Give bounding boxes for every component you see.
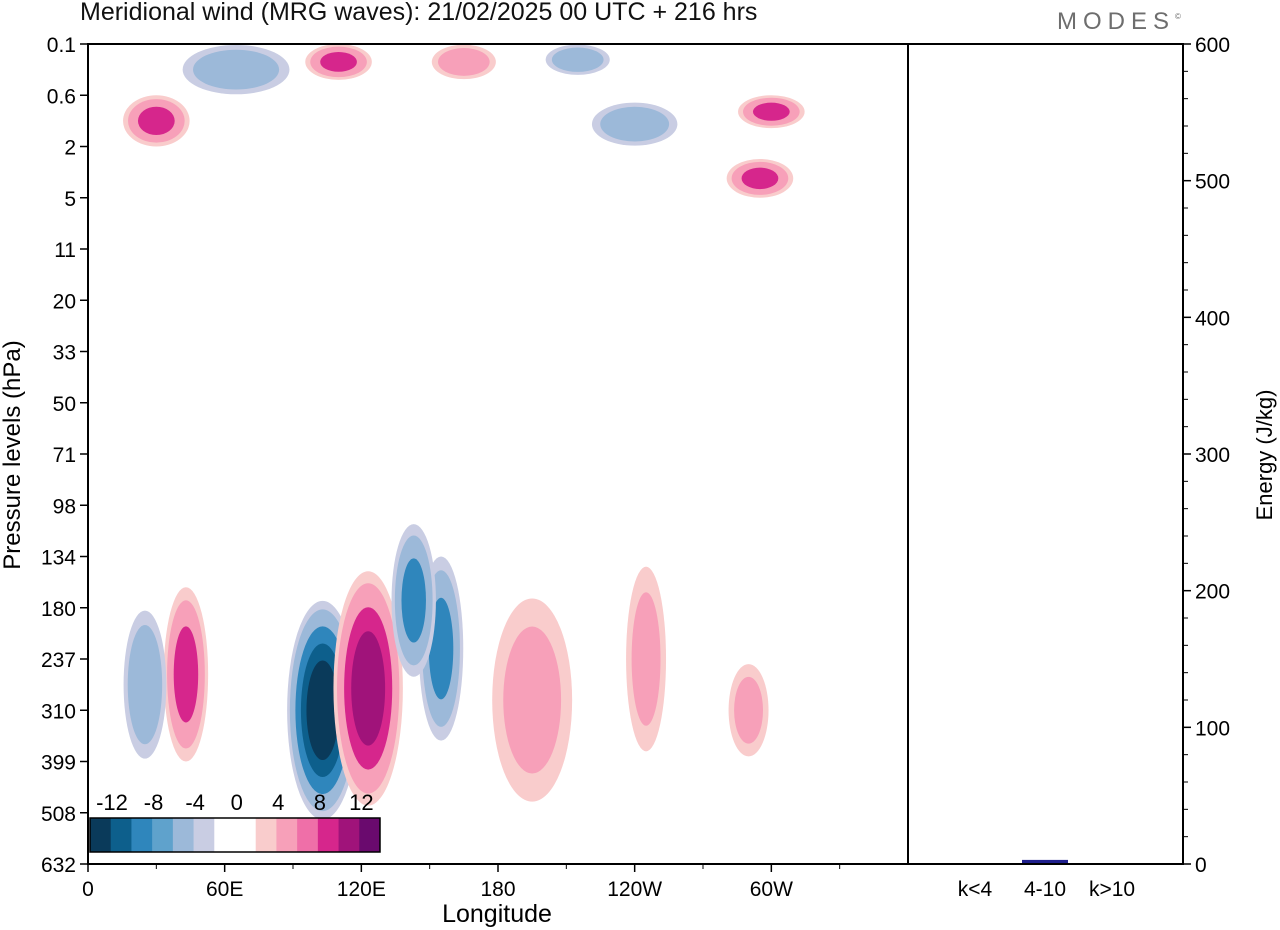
colorbar-frame [89, 817, 381, 853]
contour-7-level-8 [137, 106, 175, 136]
colorbar-swatch [235, 818, 257, 852]
energy-category-label: k<4 [958, 878, 993, 901]
energy-bar-4-10 [1022, 859, 1068, 864]
contour-11-level-4 [193, 49, 280, 90]
y-tick-label: 237 [41, 649, 76, 672]
contour-2-level-8 [173, 626, 199, 723]
colorbar-swatch [172, 818, 195, 852]
y-tick-label: 11 [54, 239, 76, 262]
logo-text: MODES [1057, 8, 1176, 35]
contour-13-level-4 [551, 47, 604, 72]
colorbar-label: 4 [272, 790, 284, 815]
y-tick-label: 98 [53, 495, 76, 518]
y-tick-label: 2 [64, 137, 76, 160]
colorbar-swatch [297, 818, 319, 852]
contour-field [123, 44, 805, 820]
y-tick-label: 71 [53, 444, 76, 467]
x-tick-label: 60E [206, 878, 243, 901]
energy-category-label: 4-10 [1024, 878, 1066, 901]
colorbar-label: -12 [96, 790, 128, 815]
colorbar-swatch [131, 818, 153, 852]
contour-12-level-4 [600, 106, 670, 142]
colorbar-swatch [338, 818, 360, 852]
y-tick-label: 5 [64, 188, 76, 211]
contour-4-level-8 [401, 558, 426, 643]
y-tick-label: 33 [53, 342, 76, 365]
contour-1-level-12 [351, 631, 386, 746]
colorbar-swatch [359, 818, 381, 852]
energy-frame [907, 43, 1184, 865]
contour-0-level-16 [306, 660, 339, 761]
colorbar-swatch [317, 818, 340, 852]
contour-5-level-4 [503, 626, 562, 774]
energy-axis-label: Energy (J/kg) [1252, 390, 1277, 521]
y-tick-label: 310 [41, 700, 76, 723]
energy-tick-label: 0 [1195, 854, 1207, 877]
y-tick-label: 632 [41, 854, 76, 877]
y-axis-label: Pressure levels (hPa) [0, 340, 26, 569]
colorbar-label: 12 [349, 790, 373, 815]
x-axis-label: Longitude [442, 900, 552, 928]
y-tick-label: 20 [53, 290, 76, 313]
energy-tick-label: 300 [1195, 444, 1230, 467]
y-tick-label: 508 [41, 803, 76, 826]
contour-16-level-4 [734, 676, 764, 744]
colorbar-label: 8 [314, 790, 326, 815]
energy-tick-label: 400 [1195, 307, 1230, 330]
x-tick-label: 60W [750, 878, 793, 901]
colorbar-swatch [276, 818, 298, 852]
colorbar-swatch [193, 818, 215, 852]
x-tick-label: 180 [480, 878, 515, 901]
colorbar-label: -4 [185, 790, 205, 815]
y-tick-label: 134 [41, 547, 76, 570]
energy-tick-label: 500 [1195, 171, 1230, 194]
energy-tick-label: 100 [1195, 717, 1230, 740]
x-tick-label: 120W [607, 878, 662, 901]
colorbar-label: -8 [144, 790, 164, 815]
x-tick-label: 120E [337, 878, 386, 901]
logo-mark: © [1175, 12, 1181, 21]
modes-logo: MODES© [1057, 8, 1181, 36]
contour-6-level-4 [127, 624, 163, 745]
chart-title: Meridional wind (MRG waves): 21/02/2025 … [80, 0, 758, 26]
x-tick-label: 0 [82, 878, 94, 901]
y-tick-label: 0.6 [47, 85, 76, 108]
y-tick-label: 50 [53, 393, 76, 416]
colorbar-swatch [255, 818, 277, 852]
energy-category-label: k>10 [1089, 878, 1135, 901]
y-tick-label: 399 [41, 752, 76, 775]
y-tick-label: 0.1 [47, 34, 76, 57]
energy-bars: k<4 4-10 k>10 [952, 859, 1135, 901]
pressure-axis: 0.1 0.6 2 5 11 20 33 50 71 98 134 180 237 310 399 508 63… [41, 34, 88, 877]
contour-8-level-8 [752, 102, 790, 121]
colorbar-swatch [90, 818, 112, 852]
contour-10-level-8 [320, 52, 357, 72]
energy-tick-label: 600 [1195, 34, 1230, 57]
contour-14-level-4 [438, 48, 490, 76]
longitude-axis: 0 60E 120E 180 120W 60W [82, 864, 841, 901]
contour-15-level-4 [631, 592, 661, 726]
colorbar-swatch [214, 818, 236, 852]
contour-3-level-8 [428, 597, 454, 700]
contour-9-level-8 [741, 167, 779, 190]
colorbar-swatch [110, 818, 132, 852]
energy-axis: 0 100 200 300 400 500 600 [1183, 34, 1230, 877]
energy-tick-label: 200 [1195, 581, 1230, 604]
colorbar-label: 0 [231, 790, 243, 815]
colorbar: -12 -8 -4 0 4 8 12 [89, 790, 381, 853]
colorbar-swatch [152, 818, 174, 852]
y-tick-label: 180 [41, 598, 76, 621]
